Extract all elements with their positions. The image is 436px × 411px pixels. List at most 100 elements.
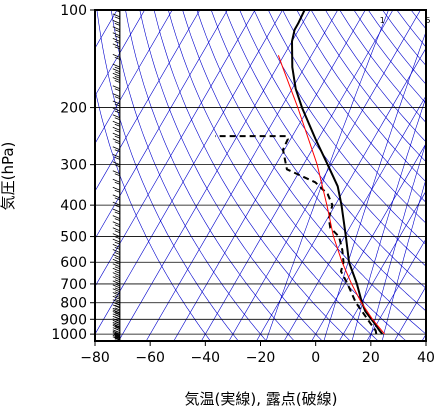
dry-adiabat-line (125, 10, 295, 341)
wind-barb (112, 13, 120, 20)
wind-barb (112, 258, 120, 265)
wind-barb (112, 280, 120, 287)
wind-barb (112, 93, 120, 99)
x-tick-label: −40 (191, 350, 221, 366)
wind-barb (112, 311, 120, 317)
isotherm-line (145, 10, 339, 341)
wind-barb (112, 38, 120, 44)
isotherm-line (283, 95, 426, 341)
y-axis-title: 気圧(hPa) (0, 142, 17, 211)
isotherm-line (118, 10, 311, 341)
x-tick-label: 0 (311, 350, 320, 366)
sounding-series (215, 10, 385, 335)
dry-adiabat-line (253, 10, 426, 245)
dry-adiabat-line (210, 10, 426, 312)
wind-barb (112, 132, 120, 139)
wind-barb (112, 301, 120, 308)
wind-barb (112, 77, 120, 83)
x-axis-title: 気温(実線), 露点(破線) (185, 390, 338, 408)
wind-barb (112, 307, 120, 314)
isotherm-line (95, 10, 145, 97)
wind-barb (112, 244, 120, 250)
wind-barb (112, 208, 120, 215)
dry-adiabat-line (296, 10, 426, 183)
wind-barb (112, 295, 120, 302)
dry-adiabat-line (225, 10, 426, 289)
wind-barb (112, 32, 120, 39)
wind-barb (112, 138, 120, 145)
wind-barb (112, 272, 120, 278)
x-tick-label: −80 (80, 350, 110, 366)
y-tick-label: 300 (60, 158, 87, 174)
isotherm-line (311, 142, 426, 341)
isotherm-line (366, 238, 426, 341)
y-tick-label: 1000 (51, 327, 87, 343)
wind-barb (112, 154, 120, 160)
wind-barb (112, 221, 120, 228)
isotherm-line (95, 10, 173, 145)
y-tick-label: 200 (60, 101, 87, 117)
y-tick-label: 500 (60, 230, 87, 246)
wind-barb (112, 194, 120, 201)
wind-barb (112, 126, 120, 133)
dry-adiabat-line (268, 10, 426, 224)
mixing-ratio-label: 1 (380, 16, 385, 25)
wind-barb (112, 299, 120, 306)
isotherm-line (95, 10, 201, 192)
reference-line (277, 55, 385, 335)
isotherm-line (95, 10, 283, 335)
wind-barb (112, 215, 120, 221)
wind-barb (112, 254, 120, 260)
wind-barb (112, 63, 120, 70)
mixing-ratio-label: 5 (426, 16, 431, 25)
wind-barb (112, 186, 120, 193)
wind-barb (112, 292, 120, 298)
y-tick-label: 700 (60, 277, 87, 293)
mixing-ratio-labels: 15101520g (380, 16, 431, 25)
x-tick-label: 40 (417, 350, 435, 366)
x-tick-label: −60 (135, 350, 165, 366)
dry-adiabat-line (396, 10, 426, 48)
dry-adiabat-line (310, 10, 426, 163)
dry-adiabat-line (95, 87, 211, 341)
wind-barb (112, 20, 120, 26)
temperature-line (291, 10, 384, 335)
wind-barb (112, 201, 120, 208)
wind-barb (112, 68, 120, 75)
wind-barb (112, 233, 120, 239)
dry-adiabat-line (382, 10, 426, 67)
wind-barb (112, 114, 120, 121)
isotherm-line (256, 47, 426, 341)
x-tick-label: −20 (246, 350, 276, 366)
isotherm-line (338, 190, 426, 341)
x-tick-label: 20 (362, 350, 380, 366)
y-tick-label: 400 (60, 198, 87, 214)
wind-barb (112, 227, 120, 234)
wind-barb (112, 319, 120, 326)
background-lines (95, 10, 426, 341)
dry-adiabat-line (282, 10, 426, 203)
wind-barb (112, 288, 120, 295)
wind-barb (112, 263, 120, 270)
wind-barb (112, 72, 120, 79)
y-tick-label: 900 (60, 312, 87, 328)
wind-barb (112, 284, 120, 291)
y-tick-label: 800 (60, 296, 87, 312)
dry-adiabat-line (339, 10, 426, 123)
wind-barb (112, 323, 120, 330)
mixing-ratio-line (381, 178, 426, 341)
wind-barb (112, 43, 120, 50)
wind-barb (112, 304, 120, 311)
y-tick-label: 100 (60, 3, 87, 19)
wind-barb (112, 85, 120, 92)
wind-barb (112, 107, 120, 114)
wind-barb (112, 332, 120, 338)
isotherm-line (201, 10, 394, 341)
wind-barb (112, 238, 120, 245)
isotherm-line (95, 10, 256, 288)
isotherm-line (95, 10, 228, 240)
dry-adiabat-line (410, 10, 426, 30)
y-tick-label: 600 (60, 255, 87, 271)
